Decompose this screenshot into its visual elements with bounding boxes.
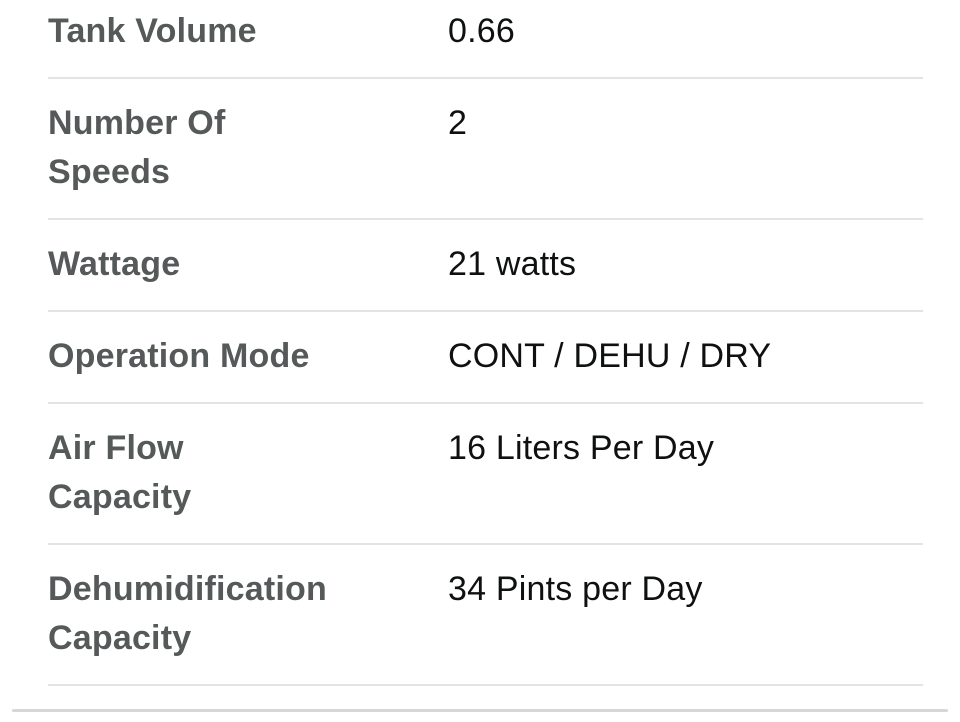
spec-value: 16 Liters Per Day <box>448 429 715 467</box>
spec-label: Tank Volume <box>48 12 257 50</box>
table-row: Dehumidification Capacity 34 Pints per D… <box>48 545 923 686</box>
table-row: Tank Volume 0.66 <box>48 0 923 79</box>
table-row: Wattage 21 watts <box>48 220 923 312</box>
spec-label: Dehumidification Capacity <box>48 570 327 657</box>
table-row: Operation Mode CONT / DEHU / DRY <box>48 312 923 404</box>
product-specs-table: Tank Volume 0.66 Number Of Speeds 2 Watt… <box>48 0 923 686</box>
spec-value: 0.66 <box>448 12 515 50</box>
spec-value: 2 <box>448 104 468 142</box>
spec-value: CONT / DEHU / DRY <box>448 337 772 375</box>
spec-label: Number Of Speeds <box>48 104 226 191</box>
section-divider <box>12 709 948 712</box>
spec-value: 34 Pints per Day <box>448 570 703 608</box>
spec-label: Air Flow Capacity <box>48 429 192 516</box>
spec-label: Wattage <box>48 245 181 283</box>
spec-value: 21 watts <box>448 245 577 283</box>
table-row: Number Of Speeds 2 <box>48 79 923 220</box>
spec-label: Operation Mode <box>48 337 310 375</box>
table-row: Air Flow Capacity 16 Liters Per Day <box>48 404 923 545</box>
